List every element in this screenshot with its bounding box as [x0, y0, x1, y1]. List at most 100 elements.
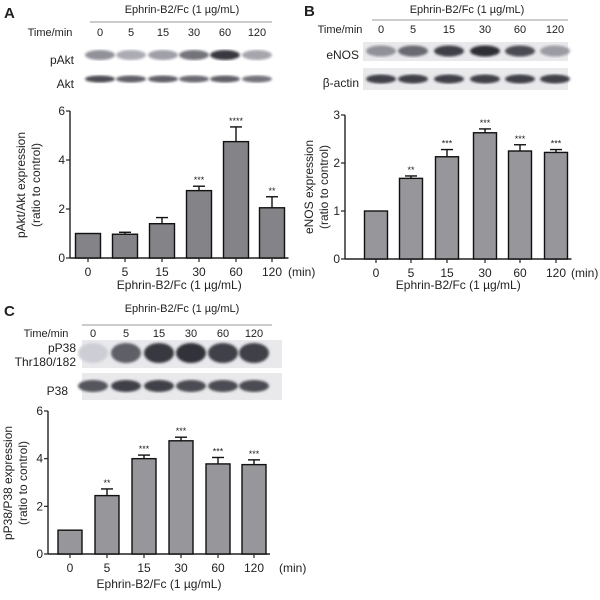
y-tick-label: 0 [58, 251, 65, 265]
blot-row-label: pP38 Thr180/182 [15, 341, 77, 369]
bar [148, 222, 176, 259]
significance-label: *** [515, 134, 526, 144]
y-axis-label: (ratio to control) [317, 145, 331, 229]
x-tick-label: 15 [155, 265, 169, 279]
x-tick-label: 15 [440, 266, 454, 280]
blot-band [540, 45, 570, 57]
lane-time-label: 30 [188, 27, 200, 39]
significance-label: ** [268, 186, 276, 196]
y-tick-label: 4 [36, 452, 43, 466]
time-label: Time/min [28, 27, 73, 39]
bar [398, 177, 424, 260]
x-tick-label: 5 [122, 265, 129, 279]
significance-label: *** [213, 446, 224, 456]
blot-band [366, 45, 396, 57]
blot-1 [78, 373, 282, 400]
blot-membrane [363, 68, 568, 90]
y-tick-label: 2 [333, 156, 340, 170]
x-tick-label: 60 [513, 266, 527, 280]
panel-letter: C [4, 303, 15, 320]
blot-band [85, 50, 115, 60]
lane-time-label: 120 [248, 27, 266, 39]
blot-band [144, 343, 174, 363]
y-tick-label: 3 [333, 108, 340, 122]
x-unit-label: (min) [279, 561, 306, 575]
x-axis-label: Ephrin-B2/Fc (1 µg/mL) [117, 278, 242, 292]
treatment-header: Ephrin-B2/Fc (1 µg/mL) [410, 4, 525, 16]
blot-row-label: P38 [47, 384, 69, 398]
treatment-header: Ephrin-B2/Fc (1 µg/mL) [125, 303, 240, 315]
x-tick-label: 60 [211, 561, 225, 575]
y-axis-label: (ratio to control) [29, 143, 43, 227]
x-tick-label: 30 [478, 266, 492, 280]
bar [472, 132, 498, 260]
lane-time-label: 30 [479, 24, 491, 36]
blot-band [398, 74, 428, 84]
y-tick-label: 6 [58, 104, 65, 118]
blot-band [148, 75, 178, 83]
bar [363, 210, 389, 260]
significance-label: *** [249, 449, 260, 459]
y-axis-label: pP38/P38 expression [1, 426, 15, 540]
bar [185, 189, 213, 259]
x-unit-label: (min) [571, 266, 598, 280]
x-tick-label: 0 [67, 561, 74, 575]
lane-time-label: 5 [128, 27, 134, 39]
significance-label: ** [407, 165, 415, 175]
bar [507, 150, 533, 260]
blot-band [505, 74, 535, 84]
x-tick-label: 120 [546, 266, 566, 280]
significance-label: *** [480, 118, 491, 128]
blot-band [111, 380, 141, 392]
lane-time-label: 0 [97, 27, 103, 39]
blot-band [116, 50, 146, 60]
treatment-header: Ephrin-B2/Fc (1 µg/mL) [125, 4, 240, 16]
lane-time-label: 15 [443, 24, 455, 36]
time-label: Time/min [24, 328, 69, 340]
y-axis-label: pAkt/Akt expression [14, 132, 28, 238]
blot-band [210, 50, 240, 60]
blot-band [366, 74, 396, 84]
blot-band [242, 75, 272, 83]
significance-label: *** [176, 426, 187, 436]
blot-band [239, 343, 269, 363]
bar [241, 463, 267, 555]
blot-band [111, 343, 141, 363]
y-tick-label: 1 [333, 204, 340, 218]
x-tick-label: 0 [85, 265, 92, 279]
blot-band [179, 50, 209, 60]
y-tick-label: 0 [333, 252, 340, 266]
x-tick-label: 120 [244, 561, 264, 575]
lane-time-label: 60 [219, 27, 231, 39]
blot-row-label-line: Thr180/182 [15, 355, 77, 369]
panel-b: B Ephrin-B2/Fc (1 µg/mL) Time/min 0 5 15 30 60 1… [304, 3, 570, 90]
bar [94, 494, 120, 555]
significance-label: *** [139, 444, 150, 454]
y-axis-label: (ratio to control) [16, 441, 30, 525]
bar [74, 232, 102, 259]
blot-band [148, 50, 178, 60]
blot-band [85, 75, 115, 83]
blot-band [179, 75, 209, 83]
lane-time-label: 60 [217, 328, 229, 340]
y-tick-label: 2 [36, 499, 43, 513]
y-tick-label: 6 [36, 404, 43, 418]
blot-band [208, 380, 238, 392]
significance-label: *** [551, 139, 562, 149]
y-tick-label: 4 [58, 153, 65, 167]
blot-band [540, 74, 570, 84]
x-tick-label: 30 [174, 561, 188, 575]
bar [168, 440, 194, 555]
x-tick-label: 0 [373, 266, 380, 280]
y-tick-label: 0 [36, 547, 43, 561]
x-tick-label: 15 [137, 561, 151, 575]
blot-band [470, 45, 500, 57]
y-axis-label: eNOS expression [302, 140, 316, 234]
blot-0 [78, 340, 282, 368]
time-label: Time/min [318, 24, 363, 36]
lane-time-label: 30 [185, 328, 197, 340]
lane-time-label: 15 [157, 27, 169, 39]
blot-band [398, 45, 428, 57]
panel-letter: A [4, 5, 15, 22]
